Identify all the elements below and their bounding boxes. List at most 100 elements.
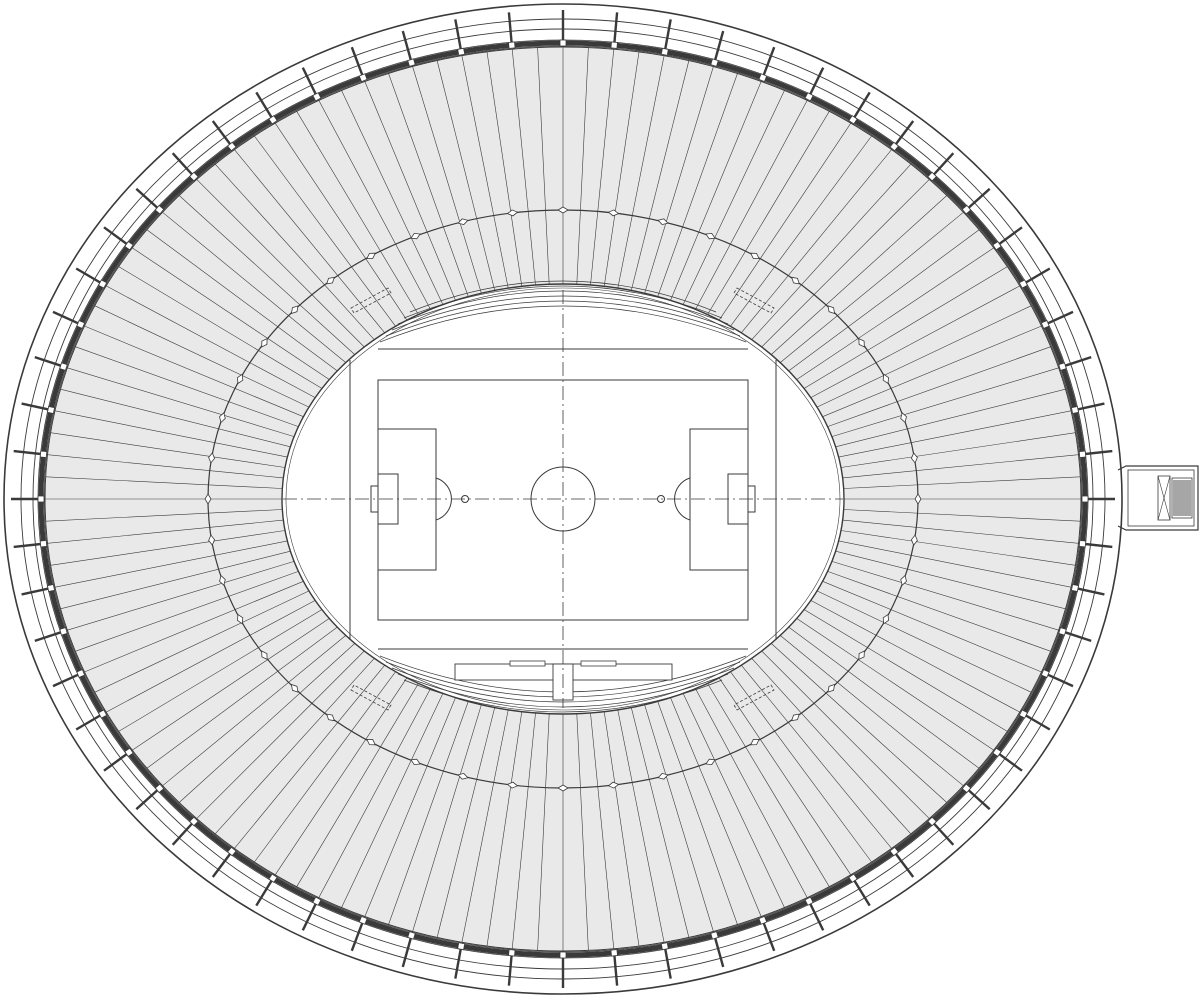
concourse-column <box>657 218 669 226</box>
seating-radial-line <box>178 643 356 803</box>
roof-rib-bearing <box>407 931 416 940</box>
seating-radial-line <box>657 73 738 297</box>
roof-rib-bearing <box>961 204 972 215</box>
seating-radial-line <box>486 711 523 947</box>
seating-radial-line <box>770 195 948 355</box>
seating-radial-line <box>118 609 323 732</box>
seating-radial-line <box>511 712 536 949</box>
seating-radial-line <box>54 540 288 588</box>
roof-rib-bearing <box>1071 406 1079 414</box>
concourse-column <box>410 232 421 240</box>
roof-rib-beam <box>964 786 991 811</box>
seating-radial-line <box>816 305 1032 408</box>
roof-rib-beam <box>807 67 825 100</box>
roof-rib-bearing <box>610 41 618 49</box>
seating-radial-line <box>436 60 495 291</box>
roof-rib-beam <box>454 19 463 54</box>
seating-radial-line <box>67 367 295 437</box>
roof-rib-beam <box>255 91 276 123</box>
seating-radial-line <box>162 212 346 363</box>
seating-radial-line <box>50 432 286 468</box>
concourse-column <box>261 337 268 348</box>
roof-rib-bearing <box>97 279 108 289</box>
seating-radial-line <box>537 713 550 951</box>
seating-radial-line <box>50 530 286 566</box>
roof-rib-bearing <box>154 204 165 215</box>
roof-rib-bearing <box>1081 495 1089 503</box>
roof-rib-bearing <box>889 141 899 152</box>
concourse-column <box>900 574 907 586</box>
concourse-column <box>858 337 865 348</box>
concourse-column <box>506 781 519 789</box>
seating-radial-line <box>682 90 785 305</box>
seating-radial-line <box>707 111 830 315</box>
roof-rib-bearing <box>927 171 937 182</box>
roof-rib-beam <box>929 819 955 846</box>
seating-radial-line <box>603 711 640 947</box>
roof-rib-bearing <box>1040 669 1050 678</box>
seating-radial-line <box>816 590 1032 693</box>
roof-rib-bearing <box>804 92 814 102</box>
seating-radial-line <box>84 581 304 673</box>
concourse-column <box>827 683 836 693</box>
seating-radial-line <box>341 693 444 908</box>
roof-rib-bearing <box>37 495 45 503</box>
seating-radial-line <box>761 179 930 348</box>
seating-radial-line <box>831 561 1059 631</box>
seating-radial-line <box>576 47 589 285</box>
roof-rib-beam <box>171 819 197 846</box>
roof-rib-beam <box>301 67 319 100</box>
seating-radial-line <box>617 709 665 943</box>
concourse-column <box>657 772 669 780</box>
seating-radial-line <box>94 590 310 693</box>
pitch-area <box>281 283 845 715</box>
roof-rib-bearing <box>227 141 237 152</box>
seating-radial-line <box>75 571 299 652</box>
roof-rib-bearing <box>358 73 368 83</box>
roof-rib-beam <box>135 786 162 811</box>
seating-radial-line <box>318 688 431 898</box>
seating-radial-line <box>843 476 1081 489</box>
seating-radial-line <box>388 73 469 297</box>
roof-rib-bearing <box>1070 583 1080 593</box>
concourse-column <box>705 758 716 766</box>
seating-radial-line <box>827 346 1051 427</box>
seating-radial-line <box>234 665 385 849</box>
roof-rib-bearing <box>710 58 719 67</box>
concourse-column <box>219 412 226 424</box>
seating-radial-line <box>254 135 396 327</box>
seating-radial-line <box>60 388 291 448</box>
roof-rib-beams <box>11 10 1115 988</box>
seating-radial-line <box>810 600 1020 713</box>
roof-rib-bearing <box>457 47 466 56</box>
seating-radial-line <box>822 581 1042 673</box>
seating-radial-line <box>657 701 738 925</box>
roof-rib-beam <box>663 19 672 54</box>
roof-rib-bearing <box>407 58 416 67</box>
roof-rib-bearing <box>508 949 516 957</box>
seating-radial-line <box>780 635 964 786</box>
seating-radial-line <box>162 635 346 786</box>
roof-rib-beam <box>760 46 776 81</box>
concourse-column <box>791 276 800 285</box>
seating-radial-line <box>196 650 365 819</box>
roof-rib-bearing <box>1078 539 1087 548</box>
seating-radial-line <box>296 683 419 887</box>
concourse-column <box>557 784 569 792</box>
roof-rib-beam <box>712 30 725 65</box>
concourse-column <box>204 493 212 505</box>
right-goal <box>747 485 756 513</box>
roof-rib-bearing <box>76 669 86 678</box>
roof-rib-beam <box>663 944 672 979</box>
roof-rib-beam <box>350 46 366 81</box>
seating-radial-line <box>780 212 964 363</box>
seating-radial-line <box>751 163 912 340</box>
seating-radial-line <box>831 367 1059 437</box>
concourse-column <box>827 305 836 315</box>
seating-radial-line <box>511 49 536 286</box>
roof-rib-bearing <box>559 951 567 959</box>
seating-radial-lines <box>45 47 1081 951</box>
seating-radial-line <box>788 626 980 769</box>
roof-rib-bearing <box>46 405 56 415</box>
